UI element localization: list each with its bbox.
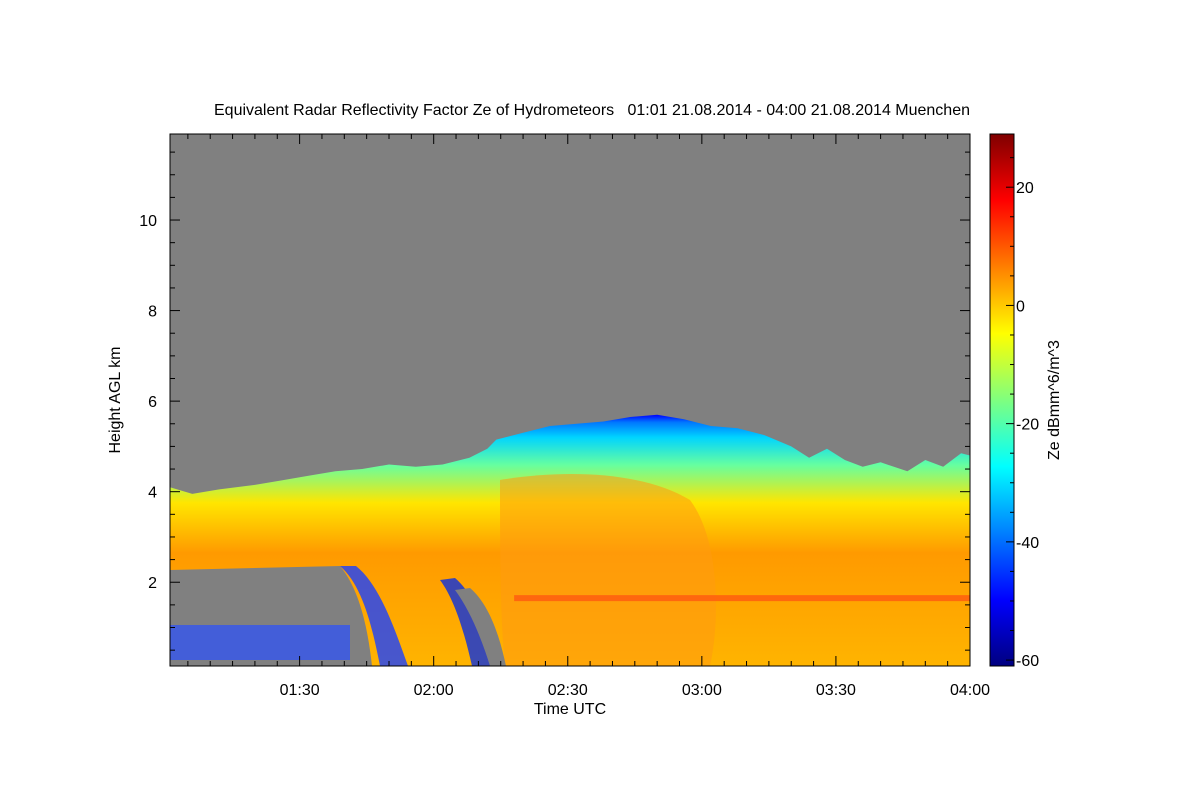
fall-streak-gap: [455, 588, 506, 666]
colorbar: [989, 133, 1015, 667]
y-tick-label: 8: [148, 304, 157, 321]
y-axis-label: Height AGL km: [107, 346, 124, 453]
colorbar-tick-label: 0: [1016, 298, 1025, 315]
fall-streak: [340, 566, 408, 666]
x-tick-label: 03:30: [816, 682, 856, 699]
colorbar-tick-label: -60: [1016, 653, 1039, 670]
plot-frame: [169, 133, 971, 667]
low-noise-band: [170, 625, 350, 660]
x-tick-label: 04:00: [950, 682, 990, 699]
y-tick-label: 2: [148, 575, 157, 592]
fall-streak: [440, 578, 495, 666]
x-tick-label: 01:30: [280, 682, 320, 699]
x-tick-label: 02:00: [414, 682, 454, 699]
x-tick-label: 02:30: [548, 682, 588, 699]
x-axis: 01:30 02:00 02:30 03:00 03:30 04:00: [187, 134, 990, 699]
x-tick-label: 03:00: [682, 682, 722, 699]
y-tick-label: 4: [148, 485, 157, 502]
plot-area: [170, 134, 970, 666]
y-tick-label: 6: [148, 394, 157, 411]
echo-core: [500, 474, 716, 666]
y-tick-label: 10: [139, 213, 157, 230]
colorbar-label: Ze dBmm^6/m^3: [1046, 340, 1063, 460]
colorbar-tick-label: -20: [1016, 417, 1039, 434]
y-axis: 2 4 6 8 10: [139, 151, 970, 651]
x-axis-label: Time UTC: [534, 701, 606, 718]
colorbar-axis: 20 0 -20 -40 -60: [1006, 157, 1039, 670]
colorbar-tick-label: 20: [1016, 180, 1034, 197]
colorbar-tick-label: -40: [1016, 535, 1039, 552]
chart-title: Equivalent Radar Reflectivity Factor Ze …: [214, 102, 970, 119]
